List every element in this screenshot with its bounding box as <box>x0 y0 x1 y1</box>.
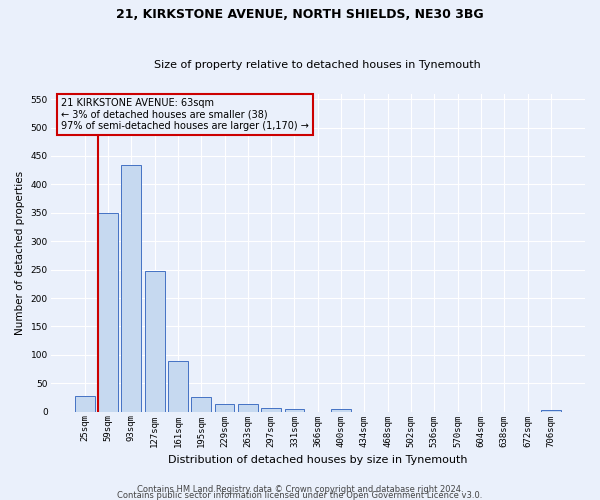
Bar <box>121 164 141 412</box>
Bar <box>168 360 188 412</box>
Bar <box>331 409 351 412</box>
Bar <box>191 398 211 411</box>
Text: 21 KIRKSTONE AVENUE: 63sqm
← 3% of detached houses are smaller (38)
97% of semi-: 21 KIRKSTONE AVENUE: 63sqm ← 3% of detac… <box>61 98 309 132</box>
Text: Contains public sector information licensed under the Open Government Licence v3: Contains public sector information licen… <box>118 490 482 500</box>
Bar <box>145 270 164 412</box>
Text: 21, KIRKSTONE AVENUE, NORTH SHIELDS, NE30 3BG: 21, KIRKSTONE AVENUE, NORTH SHIELDS, NE3… <box>116 8 484 20</box>
Text: Contains HM Land Registry data © Crown copyright and database right 2024.: Contains HM Land Registry data © Crown c… <box>137 484 463 494</box>
Bar <box>215 404 235 411</box>
Bar <box>98 213 118 412</box>
Bar <box>541 410 561 412</box>
X-axis label: Distribution of detached houses by size in Tynemouth: Distribution of detached houses by size … <box>168 455 467 465</box>
Title: Size of property relative to detached houses in Tynemouth: Size of property relative to detached ho… <box>154 60 481 70</box>
Y-axis label: Number of detached properties: Number of detached properties <box>15 170 25 334</box>
Bar <box>284 409 304 412</box>
Bar <box>261 408 281 412</box>
Bar <box>75 396 95 411</box>
Bar <box>238 404 258 411</box>
